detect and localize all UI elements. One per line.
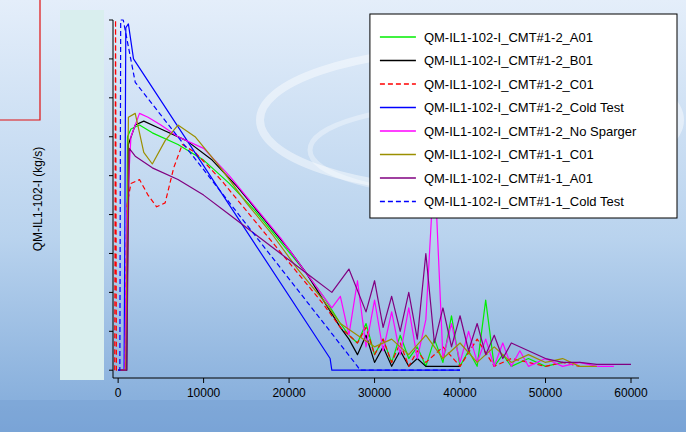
x-axis [113, 378, 639, 379]
legend-box [370, 14, 677, 218]
x-tick [118, 378, 119, 383]
legend-label: QM-IL1-102-I_CMT#1-2_Cold Test [424, 100, 624, 115]
legend-label: QM-IL1-102-I_CMT#1-1_Cold Test [424, 194, 624, 209]
x-tick-label: 40000 [443, 386, 477, 400]
legend-label: QM-IL1-102-I_CMT#1-2_No Sparger [424, 124, 637, 139]
y-tick [109, 331, 113, 332]
x-tick [203, 378, 204, 383]
x-tick-label: 0 [115, 386, 122, 400]
y-tick [109, 97, 113, 98]
y-tick [109, 20, 113, 21]
y-tick [109, 292, 113, 293]
x-tick [545, 378, 546, 383]
label-cover [60, 10, 104, 380]
y-axis [113, 20, 114, 378]
series-line [118, 113, 614, 370]
decoration [0, 400, 686, 432]
legend-label: QM-IL1-102-I_CMT#1-2_B01 [424, 53, 593, 68]
y-tick [109, 370, 113, 371]
legend-swatch [380, 83, 416, 85]
chart: 0 10000 20000 30000 40000 50000 60000 QM-IL1-10… [0, 0, 686, 432]
legend-label: QM-IL1-102-I_CMT#1-2_A01 [424, 30, 593, 45]
x-tick-label: 50000 [529, 386, 563, 400]
x-tick-label: 60000 [614, 386, 648, 400]
y-tick [109, 253, 113, 254]
legend-swatch [380, 60, 416, 62]
legend-label: QM-IL1-102-I_CMT#1-2_C01 [424, 77, 594, 92]
x-tick [460, 378, 461, 383]
y-tick [109, 175, 113, 176]
legend-swatch [380, 201, 416, 203]
x-tick [289, 378, 290, 383]
decoration [0, 0, 40, 120]
legend: QM-IL1-102-I_CMT#1-2_A01 QM-IL1-102-I_CMT… [370, 14, 677, 218]
legend-swatch [380, 154, 416, 156]
y-tick [109, 136, 113, 137]
y-tick [109, 58, 113, 59]
x-tick-label: 20000 [272, 386, 306, 400]
x-tick-label: 30000 [358, 386, 392, 400]
x-tick [374, 378, 375, 383]
legend-swatch [380, 36, 416, 38]
legend-label: QM-IL1-102-I_CMT#1-1_A01 [424, 171, 593, 186]
legend-swatch [380, 107, 416, 109]
x-tick [631, 378, 632, 383]
x-tick-label: 10000 [187, 386, 221, 400]
legend-swatch [380, 177, 416, 179]
legend-swatch [380, 130, 416, 132]
y-tick [109, 214, 113, 215]
y-axis-title: QM-IL1-102-I (kg/s) [31, 147, 45, 252]
background [0, 0, 686, 432]
legend-label: QM-IL1-102-I_CMT#1-1_C01 [424, 147, 594, 162]
